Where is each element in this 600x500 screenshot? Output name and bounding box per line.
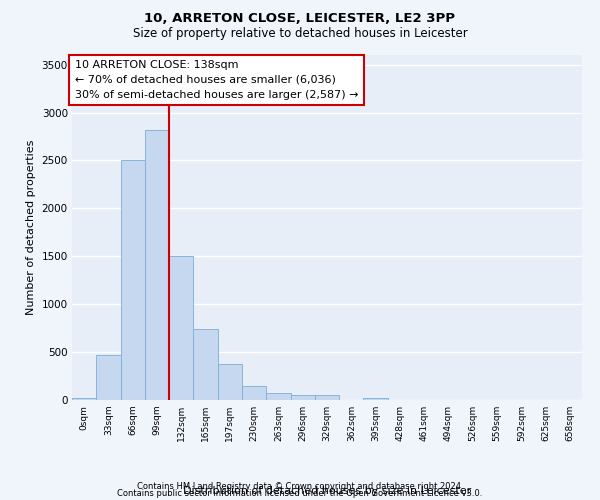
Bar <box>169 256 193 400</box>
Text: 10 ARRETON CLOSE: 138sqm
← 70% of detached houses are smaller (6,036)
30% of sem: 10 ARRETON CLOSE: 138sqm ← 70% of detach… <box>74 60 358 100</box>
X-axis label: Distribution of detached houses by size in Leicester: Distribution of detached houses by size … <box>183 486 471 496</box>
Text: Size of property relative to detached houses in Leicester: Size of property relative to detached ho… <box>133 28 467 40</box>
Bar <box>315 395 339 400</box>
Text: 10, ARRETON CLOSE, LEICESTER, LE2 3PP: 10, ARRETON CLOSE, LEICESTER, LE2 3PP <box>145 12 455 26</box>
Bar <box>121 160 145 400</box>
Bar <box>218 364 242 400</box>
Text: Contains HM Land Registry data © Crown copyright and database right 2024.: Contains HM Land Registry data © Crown c… <box>137 482 463 491</box>
Bar <box>290 395 315 400</box>
Bar <box>145 130 169 400</box>
Bar <box>193 329 218 400</box>
Bar <box>96 355 121 400</box>
Y-axis label: Number of detached properties: Number of detached properties <box>26 140 36 315</box>
Text: Contains public sector information licensed under the Open Government Licence v3: Contains public sector information licen… <box>118 490 482 498</box>
Bar <box>364 398 388 400</box>
Bar <box>72 398 96 400</box>
Bar <box>242 386 266 400</box>
Bar <box>266 393 290 400</box>
